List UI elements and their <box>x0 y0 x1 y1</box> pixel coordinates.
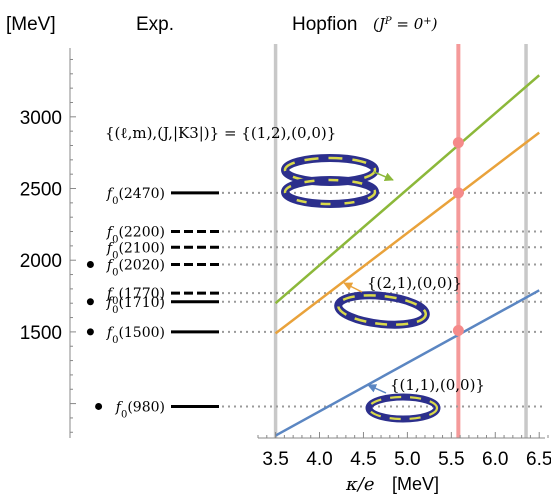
established-marker <box>86 261 94 269</box>
hopfion-tilted-ring-image <box>334 291 430 329</box>
highlight-point <box>452 324 464 336</box>
y-unit-label: [MeV] <box>6 14 56 35</box>
x-tick-label: 6.0 <box>482 449 508 470</box>
exp-level-label: f0(980) <box>115 399 165 420</box>
x-axis-unit: [MeV] <box>392 474 439 494</box>
series-label-1-1: {(1,1),(0,0)} <box>390 376 485 394</box>
arrow-to-green-line <box>373 171 394 182</box>
x-tick-labels: 3.5 4.0 4.5 5.0 5.5 6.0 6.5 <box>262 449 551 470</box>
series-label-2-1: {(2,1),(0,0)} <box>367 274 462 292</box>
arrow-to-orange-line <box>343 282 363 293</box>
exp-level: f0(2200) <box>106 225 545 246</box>
exp-level: f0(2470) <box>106 186 545 207</box>
exp-level-label: f0(2100) <box>106 240 165 260</box>
hopfion-single-ring-image <box>365 393 441 423</box>
jp-label: (JP = 0+) <box>373 15 438 33</box>
established-marker <box>86 328 94 336</box>
y-ticks <box>70 58 76 433</box>
arrow-to-blue-line <box>367 384 387 394</box>
exp-level: f0(2100) <box>106 240 545 261</box>
y-tick-label: 2500 <box>20 180 62 201</box>
theory-line <box>274 289 540 437</box>
x-tick-label: 3.5 <box>262 449 288 470</box>
hopfion-double-ring-image <box>281 154 379 208</box>
experimental-levels: f0(980)f0(1500)f0(1710)f0(1770)f0(2020)f… <box>86 186 545 420</box>
x-tick-label: 5.0 <box>394 449 420 470</box>
theory-title: Hopfion <box>292 14 358 35</box>
x-tick-label: 5.5 <box>438 449 464 470</box>
exp-level-label: f0(2470) <box>106 186 165 207</box>
exp-level-label: f0(1770) <box>106 286 165 307</box>
exp-title: Exp. <box>136 14 174 35</box>
vertical-reference-lines <box>273 44 528 438</box>
theory-line <box>274 74 541 305</box>
highlight-points <box>452 137 464 336</box>
exp-level-label: f0(1500) <box>106 325 165 346</box>
exp-level-label: f0(1710) <box>106 295 165 316</box>
established-marker <box>86 298 94 306</box>
series-label-1-2: {(ℓ,m),(J,|K3|)} = {(1,2),(0,0)} <box>105 124 336 142</box>
exp-level: f0(1770) <box>106 286 545 307</box>
exp-level: f0(2020) <box>86 258 545 279</box>
exp-level-label: f0(2200) <box>106 225 165 246</box>
y-tick-label: 2000 <box>20 251 62 272</box>
exp-level: f0(980) <box>95 399 545 420</box>
exp-level: f0(1710) <box>86 295 545 316</box>
highlight-point <box>452 187 464 199</box>
x-tick-label: 6.5 <box>526 449 551 470</box>
x-tick-label: 4.5 <box>350 449 376 470</box>
highlight-point <box>452 137 464 149</box>
theory-line <box>274 131 540 335</box>
theory-lines <box>274 74 541 437</box>
x-tick-label: 4.0 <box>306 449 332 470</box>
y-tick-label: 3000 <box>20 108 62 129</box>
x-axis-variable: κ/e <box>345 474 375 495</box>
y-tick-labels: 1500 2000 2500 3000 <box>20 108 62 344</box>
x-ticks <box>257 432 549 438</box>
exp-level: f0(1500) <box>86 325 545 346</box>
y-tick-label: 1500 <box>20 323 62 344</box>
established-marker <box>95 402 103 410</box>
exp-level-label: f0(2020) <box>106 258 165 279</box>
